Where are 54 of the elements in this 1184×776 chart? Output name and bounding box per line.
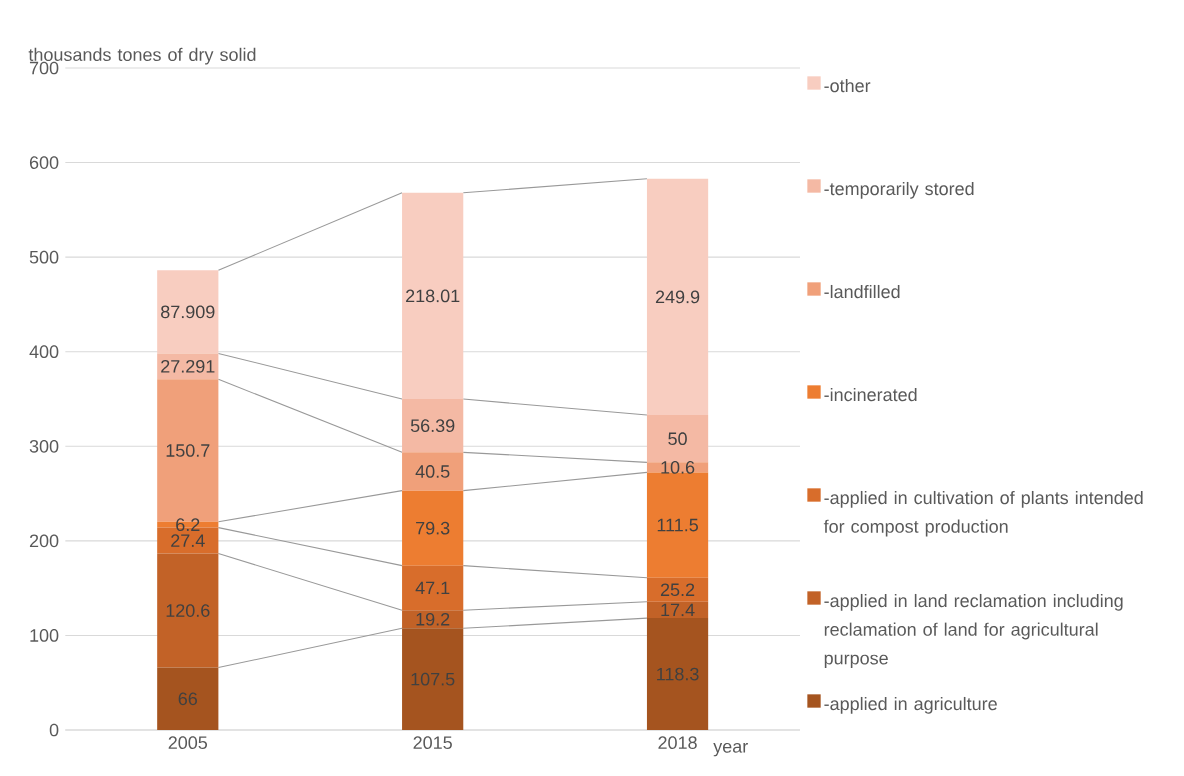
x-axis-title: year: [713, 742, 748, 757]
data-label: 79.3: [416, 521, 450, 535]
y-tick-label: 700: [29, 61, 59, 75]
data-label: 249.9: [655, 290, 700, 304]
data-label: 111.5: [657, 518, 698, 532]
bar: [157, 667, 219, 730]
data-label: 10.6: [661, 461, 695, 474]
data-label: 56.39: [410, 419, 455, 433]
bar: [646, 178, 709, 416]
x-tick-label: 2015: [413, 736, 452, 749]
data-label: 27.291: [161, 359, 215, 373]
bar: [402, 628, 464, 730]
legend-label: -incinerated: [824, 387, 917, 402]
y-tick-label: 0: [49, 723, 59, 737]
bar: [157, 270, 219, 354]
data-label: 218.01: [406, 289, 460, 303]
bar: [646, 415, 709, 463]
data-label: 66: [178, 692, 197, 706]
y-tick-label: 500: [29, 250, 59, 264]
data-label: 25.2: [660, 583, 695, 597]
data-label: 87.909: [161, 305, 215, 319]
legend-label: -temporarily stored: [824, 181, 974, 199]
bar: [402, 565, 464, 611]
y-tick-label: 100: [30, 629, 59, 642]
y-tick-label: 300: [29, 439, 59, 453]
bar: [402, 452, 464, 491]
legend-label: -landfilled: [824, 284, 900, 299]
bar: [402, 490, 464, 566]
data-label: 150.7: [166, 444, 210, 457]
data-label: 27.4: [171, 534, 205, 547]
data-label: 50: [668, 432, 687, 446]
data-label: 120.6: [166, 604, 210, 617]
data-label: 118.3: [657, 667, 699, 681]
bar: [646, 577, 709, 602]
legend-label: -applied in cultivation of plants intended for compost production: [823, 490, 1143, 537]
data-label: 107.5: [411, 672, 455, 686]
bar: [157, 553, 219, 668]
data-label: 40.5: [415, 465, 450, 478]
bar: [646, 472, 709, 578]
data-label: 47.1: [415, 581, 450, 595]
x-tick-label: 2005: [168, 736, 208, 749]
bar: [646, 618, 709, 730]
legend-label: -applied in land reclamation including reclamation of land for agricultural purpose: [824, 593, 1123, 669]
legend-label: -other: [824, 78, 871, 93]
x-tick-label: 2018: [658, 736, 697, 749]
bar: [402, 192, 464, 400]
y-tick-label: 200: [29, 534, 59, 548]
y-tick-label: 400: [29, 345, 59, 359]
data-label: 17.4: [661, 603, 695, 617]
data-label: 19.2: [416, 612, 450, 626]
legend-label: -applied in agriculture: [824, 696, 997, 714]
y-tick-label: 600: [29, 156, 59, 169]
bar: [402, 399, 464, 453]
data-label: 6.2: [176, 518, 200, 532]
